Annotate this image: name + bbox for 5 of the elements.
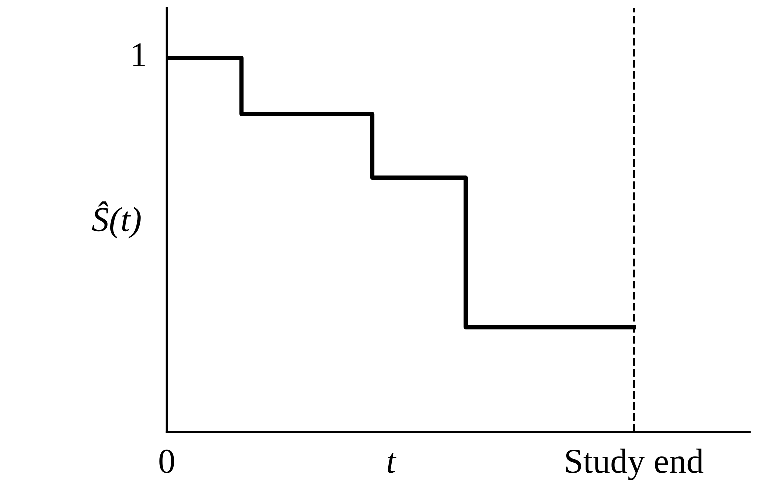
annotation: 1 [133, 44, 146, 67]
y-axis-title: Ŝ(t) [92, 202, 141, 239]
x-tick-label: Study end [566, 448, 704, 480]
x-tick-label: 0 [160, 450, 174, 474]
x-tick-label: t [388, 453, 397, 474]
